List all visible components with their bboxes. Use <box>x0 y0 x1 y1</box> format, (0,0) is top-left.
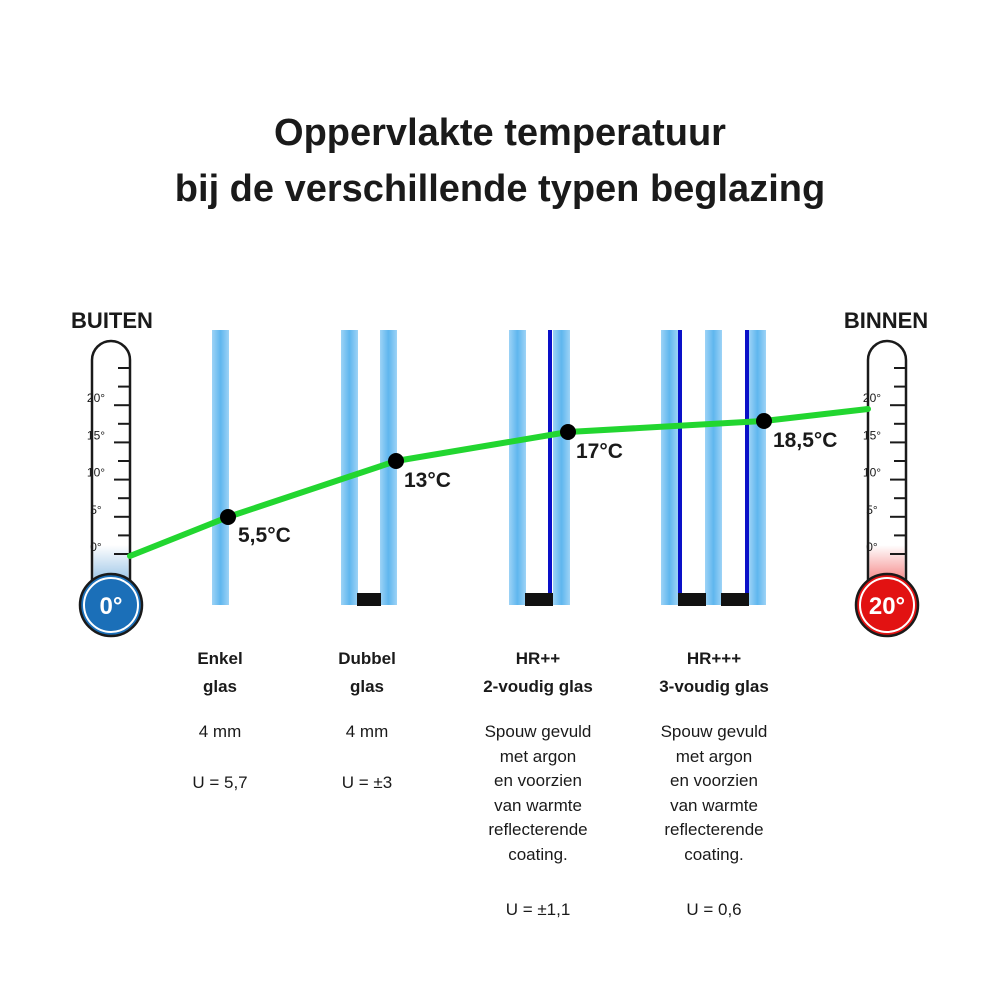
thermometer-binnen: 20° 20° 15° 10° 5° 0° <box>854 339 920 638</box>
glass-pane <box>661 330 678 605</box>
description-line: en voorzien <box>670 771 758 790</box>
column-hr-plus-plus-title: HR++ 2-voudig glas <box>438 645 638 701</box>
point-label-dubbel: 13°C <box>404 469 451 492</box>
column-u-value: U = ±3 <box>341 773 393 792</box>
glass-pane <box>212 330 229 605</box>
temperature-line <box>127 406 871 559</box>
point-hr-plus-plus <box>560 424 576 440</box>
description-line: Spouw gevuld <box>484 722 592 741</box>
spacer <box>357 593 381 606</box>
column-name-1: Dubbel <box>338 649 396 668</box>
column-u-value: U = 0,6 <box>686 900 742 919</box>
bulb-ring-left <box>83 577 139 633</box>
column-dubbel-title: Dubbel glas <box>267 645 467 701</box>
spacer <box>525 593 553 606</box>
tick-label: 5° <box>866 503 878 517</box>
column-u-value: U = ±1,1 <box>505 900 571 919</box>
description-line: reflecterende <box>664 820 764 839</box>
description-line: van warmte <box>670 795 758 815</box>
spacer <box>721 593 749 606</box>
label-buiten: BUITEN <box>71 308 153 333</box>
glass-hr-plus-plus-plus <box>661 330 766 606</box>
point-label-hr-plus-plus: 17°C <box>576 440 623 463</box>
tick-label: 0° <box>866 540 878 554</box>
glass-pane <box>749 330 766 605</box>
column-description: Spouw gevuld met argon en voorzien van w… <box>438 720 638 867</box>
tick-label: 5° <box>90 503 102 517</box>
point-hr-plus-plus-plus <box>756 413 772 429</box>
glass-dubbel <box>341 330 397 606</box>
glass-enkel <box>212 330 229 605</box>
description-line: coating. <box>684 844 744 864</box>
chart-title: Oppervlakte temperatuur bij de verschill… <box>0 105 1000 217</box>
glass-pane <box>553 330 570 605</box>
point-enkel <box>220 509 236 525</box>
description-line: met argon <box>499 746 577 766</box>
column-enkel-title: Enkel glas <box>120 645 320 701</box>
coating-layer <box>745 330 749 605</box>
column-u-value: U = 5,7 <box>192 773 248 792</box>
tick-label: 15° <box>87 428 105 442</box>
label-binnen: BINNEN <box>844 308 928 333</box>
glass-pane <box>705 330 722 605</box>
tick-label: 20° <box>863 391 881 405</box>
column-name-2: 2-voudig glas <box>483 677 593 696</box>
point-label-enkel: 5,5°C <box>238 524 291 547</box>
tick-label: 20° <box>87 391 105 405</box>
glass-pane <box>509 330 526 605</box>
description-line: en voorzien <box>494 771 582 790</box>
column-name-2: glas <box>202 677 238 696</box>
column-name-1: HR+++ <box>686 649 742 668</box>
tick-group-left: 20° 15° 10° 5° 0° <box>87 367 130 555</box>
coating-layer <box>548 330 552 605</box>
column-name-2: glas <box>349 677 385 696</box>
glass-pane <box>380 330 397 605</box>
spacer <box>678 593 706 606</box>
coating-layer <box>678 330 682 605</box>
glass-hr-plus-plus <box>509 330 570 606</box>
title-line-1: Oppervlakte temperatuur <box>274 112 726 154</box>
tick-group-right: 20° 15° 10° 5° 0° <box>863 367 906 555</box>
column-thickness: 4 mm <box>198 722 242 741</box>
column-name-1: HR++ <box>515 649 561 668</box>
column-description: Spouw gevuld met argon en voorzien van w… <box>614 720 814 867</box>
description-line: met argon <box>675 746 753 766</box>
thermometer-buiten: 0° 20° 15° 10° 5° 0° <box>78 339 144 638</box>
column-name-1: Enkel <box>197 649 243 668</box>
bulb-label-right: 20° <box>869 593 905 620</box>
tick-label: 10° <box>87 466 105 480</box>
column-hr-plus-plus-plus-title: HR+++ 3-voudig glas <box>614 645 814 701</box>
description-line: van warmte <box>494 795 582 815</box>
point-label-hr-plus-plus-plus: 18,5°C <box>773 429 837 452</box>
column-thickness: 4 mm <box>345 722 389 741</box>
tick-label: 10° <box>863 466 881 480</box>
description-line: reflecterende <box>488 820 588 839</box>
bulb-label-left: 0° <box>100 593 123 620</box>
thermometer-bulb-left <box>78 572 144 638</box>
tick-label: 15° <box>863 428 881 442</box>
bulb-ring-right <box>859 577 915 633</box>
thermometer-bulb-right <box>854 572 920 638</box>
tick-label: 0° <box>90 540 102 554</box>
title-line-2: bij de verschillende typen beglazing <box>174 168 826 210</box>
description-line: coating. <box>508 844 568 864</box>
point-dubbel <box>388 453 404 469</box>
column-name-2: 3-voudig glas <box>659 677 769 696</box>
description-line: Spouw gevuld <box>660 722 768 741</box>
glass-pane <box>341 330 358 605</box>
